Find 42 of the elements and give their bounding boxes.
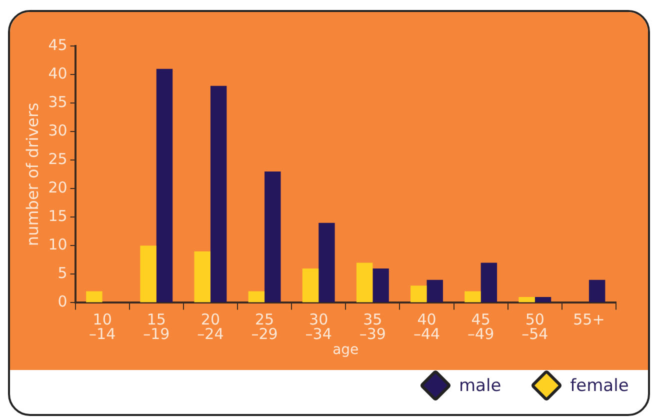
y-tick-label: 30 xyxy=(48,121,68,140)
y-tick-label: 40 xyxy=(48,64,68,82)
bar xyxy=(210,86,227,302)
bar xyxy=(318,222,335,302)
bar xyxy=(140,246,156,302)
bar xyxy=(426,280,443,302)
y-axis-title: number of drivers xyxy=(22,102,42,246)
x-axis-title: age xyxy=(332,342,359,358)
y-tick-label: 0 xyxy=(58,292,68,311)
bar xyxy=(588,280,606,302)
bar xyxy=(86,291,102,302)
bar xyxy=(194,251,210,302)
bar xyxy=(480,262,498,302)
legend-label: female xyxy=(570,376,629,396)
x-tick-label: 50 –54 xyxy=(522,310,548,343)
y-tick-label: 45 xyxy=(48,36,68,54)
x-tick-label: 30 –34 xyxy=(305,310,332,343)
bar xyxy=(372,268,389,302)
y-tick-label: 20 xyxy=(48,178,68,196)
x-tick-label: 55+ xyxy=(573,310,605,329)
bar xyxy=(356,262,373,302)
legend-label: male xyxy=(459,376,502,396)
x-tick-label: 25 –29 xyxy=(251,310,278,343)
x-tick-label: 45 –49 xyxy=(468,310,494,343)
bar xyxy=(410,286,427,302)
bar xyxy=(518,296,535,302)
bar xyxy=(264,172,281,302)
bar xyxy=(156,68,173,302)
x-tick-label: 40 –44 xyxy=(413,310,440,343)
y-tick-label: 25 xyxy=(48,150,68,168)
x-tick-label: 10 –14 xyxy=(89,310,116,343)
x-tick-label: 20 –24 xyxy=(197,310,224,343)
x-tick-label: 15 –19 xyxy=(143,310,170,343)
bar xyxy=(464,291,481,302)
y-tick-label: 5 xyxy=(58,264,68,282)
bar xyxy=(248,291,265,302)
y-tick-label: 15 xyxy=(48,207,68,226)
bar xyxy=(302,268,319,302)
y-tick-label: 35 xyxy=(48,92,68,111)
y-tick-label: 10 xyxy=(48,236,68,254)
bar xyxy=(534,296,552,302)
x-tick-label: 35 –39 xyxy=(359,310,386,343)
